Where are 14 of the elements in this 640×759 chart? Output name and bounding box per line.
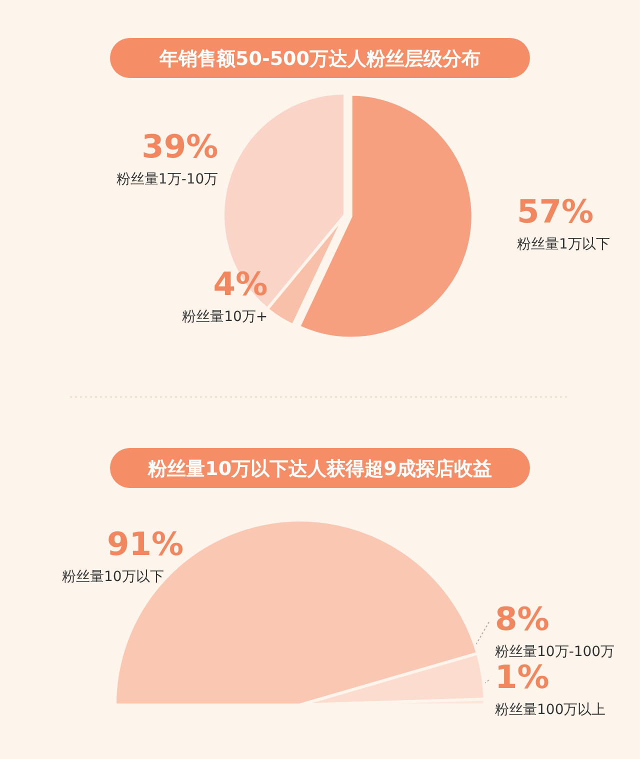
slice-label: 粉丝量10万以下 — [62, 569, 164, 585]
slice-label: 粉丝量1万-10万 — [116, 172, 218, 188]
chart-title: 粉丝量10万以下达人获得超9成探店收益 — [147, 458, 492, 480]
data-label: 57% — [517, 192, 594, 230]
slice-label: 粉丝量10万-100万 — [495, 644, 615, 660]
data-label: 8% — [495, 600, 550, 638]
chart-title: 年销售额50-500万达人粉丝层级分布 — [158, 48, 480, 70]
slice-label: 粉丝量1万以下 — [517, 236, 610, 252]
data-label: 39% — [142, 128, 218, 166]
data-label: 4% — [213, 264, 268, 303]
data-label: 1% — [495, 658, 550, 696]
slice-label: 粉丝量10万+ — [182, 308, 268, 325]
slice-label: 粉丝量100万以上 — [495, 702, 606, 718]
data-label: 91% — [107, 525, 184, 563]
